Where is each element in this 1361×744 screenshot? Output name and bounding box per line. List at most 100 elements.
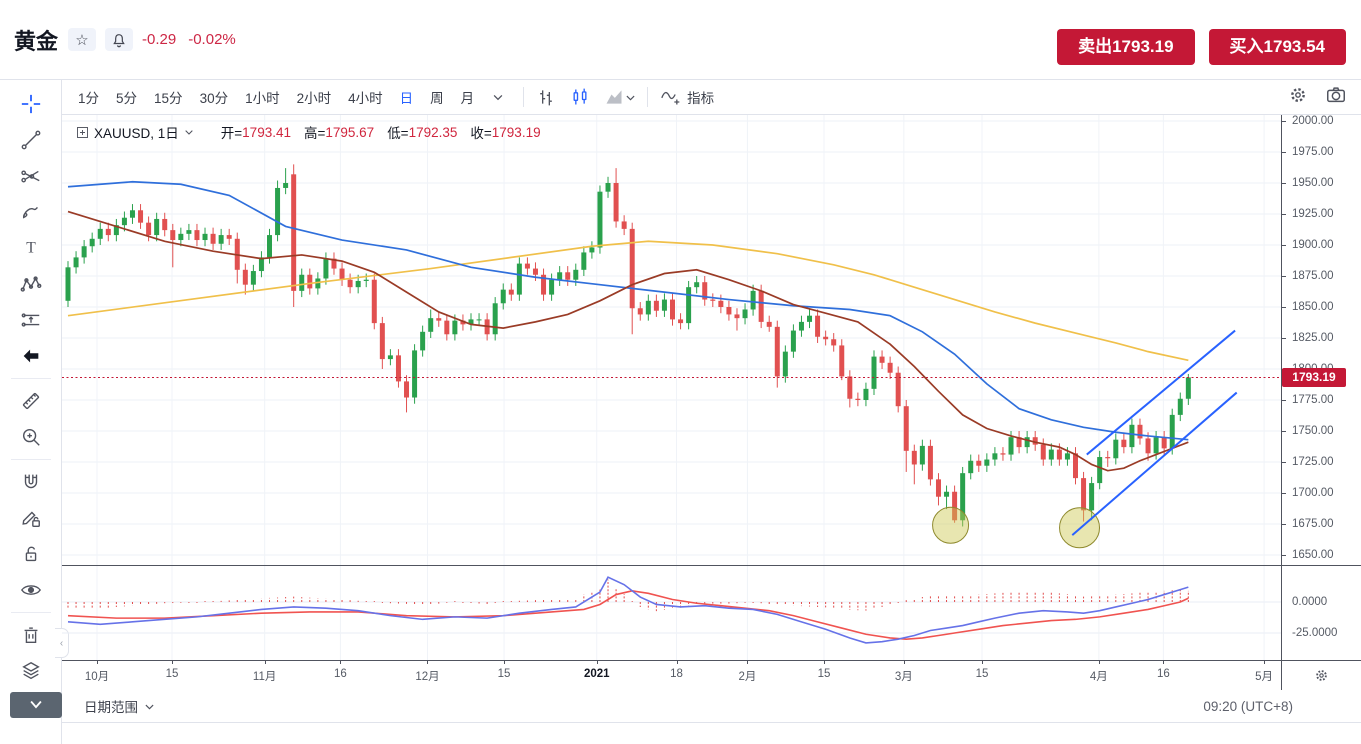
time-axis-settings-button[interactable] (1282, 660, 1361, 690)
favorite-star-button[interactable]: ☆ (68, 28, 97, 51)
time-tick-label: 18 (670, 668, 683, 680)
sidebar-collapse-button[interactable] (10, 692, 62, 718)
buy-button[interactable]: 买入1793.54 (1208, 29, 1346, 65)
candle (734, 308, 740, 331)
price-tick-mark (1282, 245, 1286, 246)
tool-trend-line[interactable] (12, 122, 50, 158)
bars-chart-type-button[interactable] (536, 87, 556, 107)
interval-button-15分[interactable]: 15分 (154, 91, 183, 106)
candle (968, 454, 974, 480)
legend-symbol[interactable]: XAUUSD, 1日 (94, 126, 179, 141)
time-tick-mark (427, 660, 429, 664)
time-tick-mark (1098, 660, 1100, 664)
price-axis[interactable]: 1793.19 2000.00 1975.00 1950.00 1925.00 1900… (1281, 115, 1361, 690)
interval-button-30分[interactable]: 30分 (199, 91, 229, 106)
brush-icon (22, 206, 38, 219)
alert-bell-button[interactable] (105, 28, 134, 51)
high-label: 高= (303, 126, 326, 141)
interval-button-1分[interactable]: 1分 (78, 91, 100, 106)
interval-button-2小时[interactable]: 2小时 (296, 91, 332, 106)
time-tick-label: 12月 (415, 671, 440, 683)
tool-drawing-pencil-lock[interactable] (12, 500, 50, 536)
time-tick-mark (676, 660, 678, 664)
date-range-button[interactable]: 日期范围 (84, 696, 156, 716)
sidebar-divider (10, 378, 51, 379)
price-change-percent: -0.02% (188, 31, 236, 48)
chevron-down-icon (30, 700, 42, 709)
candle (694, 276, 700, 294)
candle (1089, 476, 1095, 521)
candlestick-chart-icon (573, 88, 587, 105)
price-tick-mark (1282, 493, 1286, 494)
tool-lock-open[interactable] (12, 536, 50, 572)
candle (750, 284, 756, 316)
interval-button-5分[interactable]: 5分 (116, 91, 138, 106)
area-chart-icon (606, 90, 622, 104)
interval-button-周[interactable]: 周 (430, 91, 444, 106)
candles-chart-type-button[interactable] (570, 87, 590, 107)
candle (944, 485, 950, 510)
price-pane-canvas[interactable] (62, 115, 1281, 565)
xabcd-pattern-icon (20, 276, 41, 292)
trend-line-drawing[interactable] (1086, 329, 1236, 456)
candle (976, 454, 982, 472)
tool-zoom-in[interactable] (12, 419, 50, 455)
layers-icon (21, 661, 40, 680)
area-chart-type-button[interactable] (604, 87, 637, 107)
macd-main-line (67, 576, 1189, 644)
chevron-down-icon[interactable] (183, 126, 195, 138)
pane-divider[interactable] (62, 565, 1361, 566)
price-tick-mark (1282, 400, 1286, 401)
candle (307, 268, 313, 295)
header: 黄金 ☆ -0.29 -0.02% 卖出1793.19 买入1793.54 (0, 0, 1361, 80)
tool-xabcd-pattern[interactable] (12, 266, 50, 302)
clock-timezone-button[interactable]: 09:20 (UTC+8) (1203, 698, 1293, 714)
candle (661, 293, 667, 317)
candle (710, 293, 716, 307)
indicator-pane-canvas[interactable] (62, 565, 1281, 660)
candle (807, 309, 813, 329)
time-tick-mark (504, 660, 506, 664)
trend-line-drawing[interactable] (1071, 391, 1238, 536)
text-icon: T (26, 240, 36, 257)
price-tick-label: 1825.00 (1292, 332, 1334, 344)
time-tick-mark (171, 660, 173, 664)
sidebar-collapse-handle[interactable]: ‹ (55, 628, 69, 658)
tool-layers[interactable] (12, 653, 50, 689)
indicators-button[interactable]: 指标 (660, 87, 714, 107)
tool-pitchfork[interactable] (12, 158, 50, 194)
candle (952, 485, 958, 523)
interval-button-日[interactable]: 日 (399, 91, 414, 106)
candle (81, 240, 87, 264)
candle (65, 261, 71, 307)
candle (871, 350, 877, 396)
price-tick-mark (1282, 214, 1286, 215)
drawing-pencil-lock-icon (21, 511, 40, 527)
tool-magnet[interactable] (12, 464, 50, 500)
candle (508, 283, 514, 301)
tool-long-position[interactable] (12, 302, 50, 338)
chart-settings-button[interactable] (1287, 84, 1309, 106)
interval-dropdown-button[interactable] (491, 90, 505, 104)
interval-button-4小时[interactable]: 4小时 (348, 91, 383, 106)
bars-chart-icon (540, 90, 552, 106)
tool-text[interactable]: T (12, 230, 50, 266)
candle (97, 222, 103, 245)
interval-button-月[interactable]: 月 (460, 91, 475, 106)
snapshot-button[interactable] (1325, 84, 1347, 106)
candle (879, 350, 885, 369)
chart-plot-area[interactable]: XAUUSD, 1日 开= 1793.41 高= 1795.67 低= 1792.35… (62, 115, 1281, 690)
tool-brush[interactable] (12, 194, 50, 230)
tool-crosshair[interactable] (12, 86, 50, 122)
highlight-circle[interactable] (932, 506, 970, 544)
grid-lines (62, 115, 1281, 565)
interval-button-1小时[interactable]: 1小时 (245, 91, 280, 106)
candle (839, 339, 845, 381)
tool-eye[interactable] (12, 572, 50, 608)
sell-button[interactable]: 卖出1793.19 (1057, 29, 1195, 65)
time-tick-mark (824, 660, 826, 664)
tool-arrow-left[interactable] (12, 338, 50, 374)
price-tick-label: 1925.00 (1292, 208, 1334, 220)
tool-trash[interactable] (12, 617, 50, 653)
tool-ruler[interactable] (12, 383, 50, 419)
